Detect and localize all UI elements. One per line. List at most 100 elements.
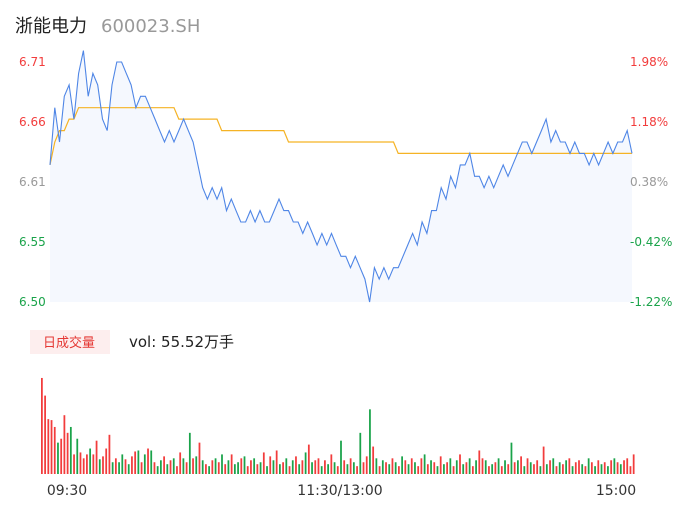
volume-bar xyxy=(571,466,574,474)
volume-bar xyxy=(282,462,284,474)
price-panel: 6.71 6.66 6.61 6.55 6.50 1.98% 1.18% 0.38% -0.4… xyxy=(19,50,672,309)
left-axis-tick: 6.71 xyxy=(19,55,46,69)
volume-bar xyxy=(574,462,577,474)
volume-bar xyxy=(398,466,400,474)
volume-bar xyxy=(275,450,278,474)
volume-bar xyxy=(237,462,239,474)
volume-bar xyxy=(491,464,494,474)
volume-bar xyxy=(423,454,426,474)
volume-bar xyxy=(227,460,230,474)
volume-bar xyxy=(259,462,262,474)
left-axis-tick: 6.61 xyxy=(19,175,46,189)
volume-bar xyxy=(362,462,365,474)
volume-bar xyxy=(269,456,272,474)
volume-bar xyxy=(404,460,407,474)
volume-bar xyxy=(494,462,497,474)
volume-bar xyxy=(346,464,349,474)
volume-bar xyxy=(317,458,320,474)
volume-bar xyxy=(488,466,490,474)
volume-bar xyxy=(584,466,587,474)
volume-bar xyxy=(455,460,458,474)
volume-bar xyxy=(581,464,584,474)
volume-bar xyxy=(272,460,275,474)
volume-bar xyxy=(304,452,307,474)
volume-bar xyxy=(401,456,403,474)
volume-bar xyxy=(542,446,545,474)
volume-bar xyxy=(481,458,484,474)
volume-bar xyxy=(343,460,346,474)
volume-bar xyxy=(330,454,333,474)
volume-bar xyxy=(243,456,246,474)
volume-bar xyxy=(163,456,165,474)
volume-bar xyxy=(523,466,526,474)
volume-bar xyxy=(169,460,172,474)
volume-bar xyxy=(214,458,217,474)
volume-bar xyxy=(484,460,487,474)
volume-bar xyxy=(217,462,220,474)
volume-bar xyxy=(468,458,471,474)
volume-bar xyxy=(137,450,140,474)
volume-bar xyxy=(111,462,114,474)
volume-bar xyxy=(475,460,477,474)
volume-bar xyxy=(369,409,371,474)
volume-bar xyxy=(95,440,98,474)
volume-bar xyxy=(607,466,609,474)
volume-bar xyxy=(166,464,169,474)
volume-bar xyxy=(336,466,339,474)
volume-bar xyxy=(221,454,223,474)
volume-badge-label: 日成交量 xyxy=(43,335,95,351)
volume-bar xyxy=(182,458,185,474)
volume-bar xyxy=(385,462,387,474)
volume-bar xyxy=(73,454,75,474)
volume-bar xyxy=(517,460,519,474)
volume-bar xyxy=(410,458,413,474)
volume-bar xyxy=(590,462,593,474)
volume-bar xyxy=(578,460,580,474)
volume-bar xyxy=(60,438,63,474)
volume-bar xyxy=(613,458,616,474)
left-axis: 6.71 6.66 6.61 6.55 6.50 xyxy=(19,55,46,309)
volume-bar xyxy=(179,452,182,474)
volume-bar xyxy=(552,458,555,474)
volume-bar xyxy=(420,458,423,474)
volume-bar xyxy=(307,444,310,474)
time-axis: 09:30 11:30/13:00 15:00 xyxy=(47,483,636,499)
volume-bar xyxy=(279,464,281,474)
volume-bar xyxy=(156,466,159,474)
volume-bar xyxy=(417,466,420,474)
volume-bar xyxy=(533,464,535,474)
volume-bar xyxy=(449,458,452,474)
volume-bar xyxy=(108,434,111,474)
volume-bar xyxy=(610,460,613,474)
volume-bar xyxy=(79,452,82,474)
volume-bar xyxy=(192,458,194,474)
time-tick: 09:30 xyxy=(47,483,87,499)
volume-bar xyxy=(41,377,43,474)
volume-bar xyxy=(626,458,629,474)
volume-bar xyxy=(188,432,191,474)
volume-bar xyxy=(291,460,294,474)
volume-bar xyxy=(359,432,362,474)
volume-bar xyxy=(121,454,124,474)
volume-bar xyxy=(114,458,117,474)
volume-bar xyxy=(372,446,375,474)
volume-bar xyxy=(89,448,92,474)
volume-bar xyxy=(153,462,156,474)
volume-bar xyxy=(102,456,104,474)
volume-bar xyxy=(433,462,436,474)
volume-bar xyxy=(82,458,85,474)
volume-bar xyxy=(134,451,137,474)
volume-bar xyxy=(414,462,416,474)
volume-bar xyxy=(623,460,625,474)
volume-bar xyxy=(352,462,355,474)
volume-bar xyxy=(176,466,178,474)
volume-bar xyxy=(57,442,59,474)
volume-bar xyxy=(211,460,214,474)
volume-bar xyxy=(327,464,330,474)
volume-bar xyxy=(391,458,394,474)
left-axis-tick: 6.50 xyxy=(19,295,46,309)
stock-name: 浙能电力 xyxy=(15,16,87,37)
volume-bar xyxy=(131,456,133,474)
right-axis-tick: 0.38% xyxy=(630,175,668,189)
